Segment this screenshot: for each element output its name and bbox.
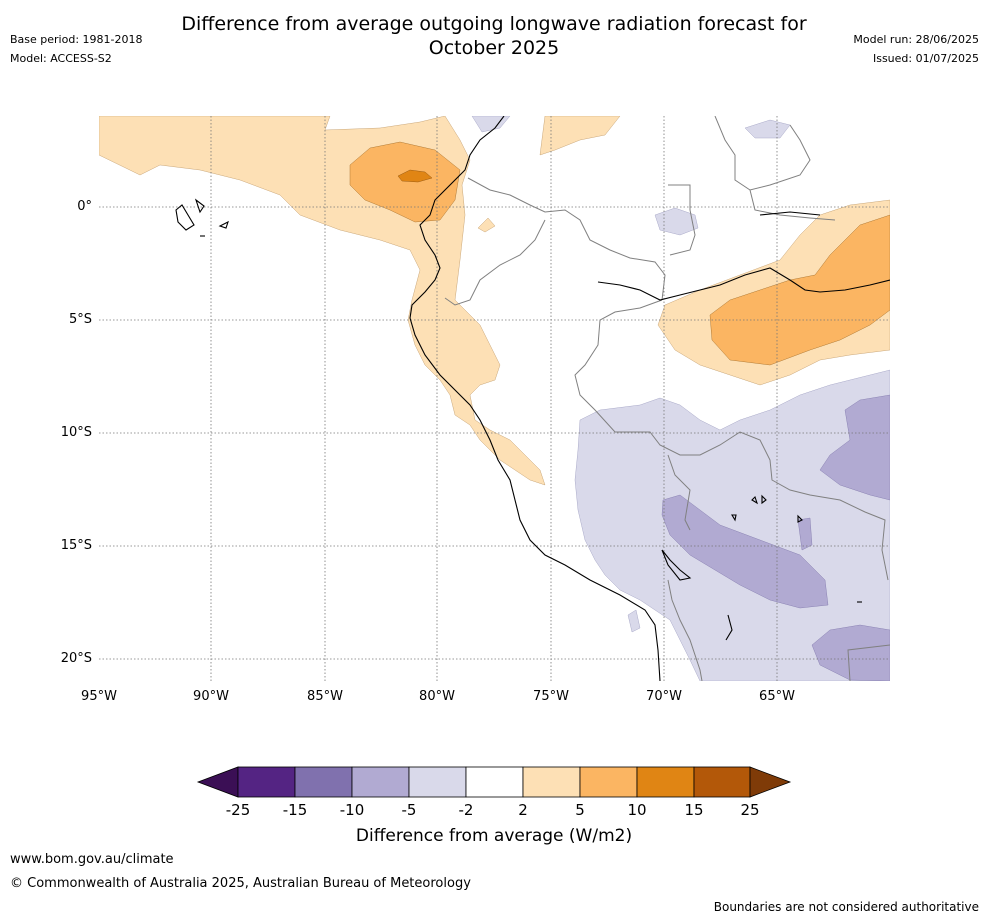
- anomaly-region-minus5-to-minus10: [797, 517, 813, 551]
- colorbar-tick-label: 5: [575, 801, 585, 819]
- colorbar-tick-label: 2: [518, 801, 528, 819]
- colorbar-bin: [522, 766, 581, 798]
- lon-label-75w: 75°W: [533, 689, 569, 704]
- anomaly-region-minus2-to-minus5: [627, 609, 641, 633]
- title-line-1: Difference from average outgoing longwav…: [181, 13, 807, 35]
- colorbar-title: Difference from average (W/m2): [355, 826, 633, 846]
- colorbar-tick-label: -2: [458, 801, 474, 819]
- anomaly-region-10-to-15: [397, 169, 433, 183]
- title-line-2: October 2025: [428, 37, 560, 59]
- map-fields: [99, 116, 890, 681]
- anomaly-region-minus2-to-minus5: [654, 207, 699, 236]
- gridlines: [99, 116, 890, 681]
- country-boundaries: [444, 116, 890, 681]
- anomaly-region-5-to-10: [709, 214, 890, 366]
- anomaly-region-minus5-to-minus10: [819, 394, 890, 501]
- colorbar-bin: [294, 766, 353, 798]
- colorbar-bin: [579, 766, 638, 798]
- lat-label-0: 0°: [77, 199, 92, 214]
- anomaly-region-2-to-5: [539, 116, 621, 156]
- model-name: Model: ACCESS-S2: [10, 52, 112, 65]
- lon-label-70w: 70°W: [646, 689, 682, 704]
- colorbar-bin: [351, 766, 410, 798]
- colorbar-tick-label: -5: [401, 801, 417, 819]
- lon-label-90w: 90°W: [193, 689, 229, 704]
- anomaly-region-minus5-to-minus10: [661, 494, 829, 609]
- anomaly-region-2-to-5: [99, 116, 546, 486]
- footer-disclaimer: Boundaries are not considered authoritat…: [713, 900, 979, 914]
- colorbar-extend-low: [196, 766, 239, 798]
- colorbar: [196, 766, 792, 798]
- colorbar-bin: [237, 766, 296, 798]
- colorbar-tick-label: 10: [627, 801, 647, 819]
- colorbar-tick-label: -15: [282, 801, 308, 819]
- lon-label-95w: 95°W: [81, 689, 117, 704]
- footer-url[interactable]: www.bom.gov.au/climate: [10, 852, 174, 867]
- anomaly-region-2-to-5: [477, 217, 496, 233]
- model-run: Model run: 28/06/2025: [853, 33, 979, 46]
- colorbar-tick-label: -10: [339, 801, 365, 819]
- coastline: [175, 116, 890, 681]
- colorbar-tick-label: 25: [740, 801, 760, 819]
- lat-label-5s: 5°S: [68, 312, 92, 327]
- colorbar-bin: [693, 766, 751, 798]
- anomaly-region-5-to-10: [349, 141, 461, 223]
- colorbar-bin: [636, 766, 695, 798]
- colorbar-tick-label: -25: [225, 801, 251, 819]
- anomaly-region-minus2-to-minus5: [471, 116, 511, 133]
- lat-label-15s: 15°S: [60, 538, 92, 553]
- footer-copyright: © Commonwealth of Australia 2025, Austra…: [10, 876, 471, 891]
- lon-label-85w: 85°W: [307, 689, 343, 704]
- lon-label-80w: 80°W: [419, 689, 455, 704]
- colorbar-bin: [408, 766, 467, 798]
- lat-label-20s: 20°S: [60, 651, 92, 666]
- colorbar-tick-label: 15: [684, 801, 704, 819]
- map-title: Difference from average outgoing longwav…: [0, 12, 988, 60]
- lat-label-10s: 10°S: [60, 425, 92, 440]
- colorbar-bin: [465, 766, 524, 798]
- lon-label-65w: 65°W: [759, 689, 795, 704]
- anomaly-region-minus5-to-minus10: [811, 624, 890, 681]
- base-period: Base period: 1981-2018: [10, 33, 143, 46]
- anomaly-region-minus2-to-minus5: [744, 119, 791, 139]
- colorbar-extend-high: [749, 766, 792, 798]
- issued-date: Issued: 01/07/2025: [872, 52, 979, 65]
